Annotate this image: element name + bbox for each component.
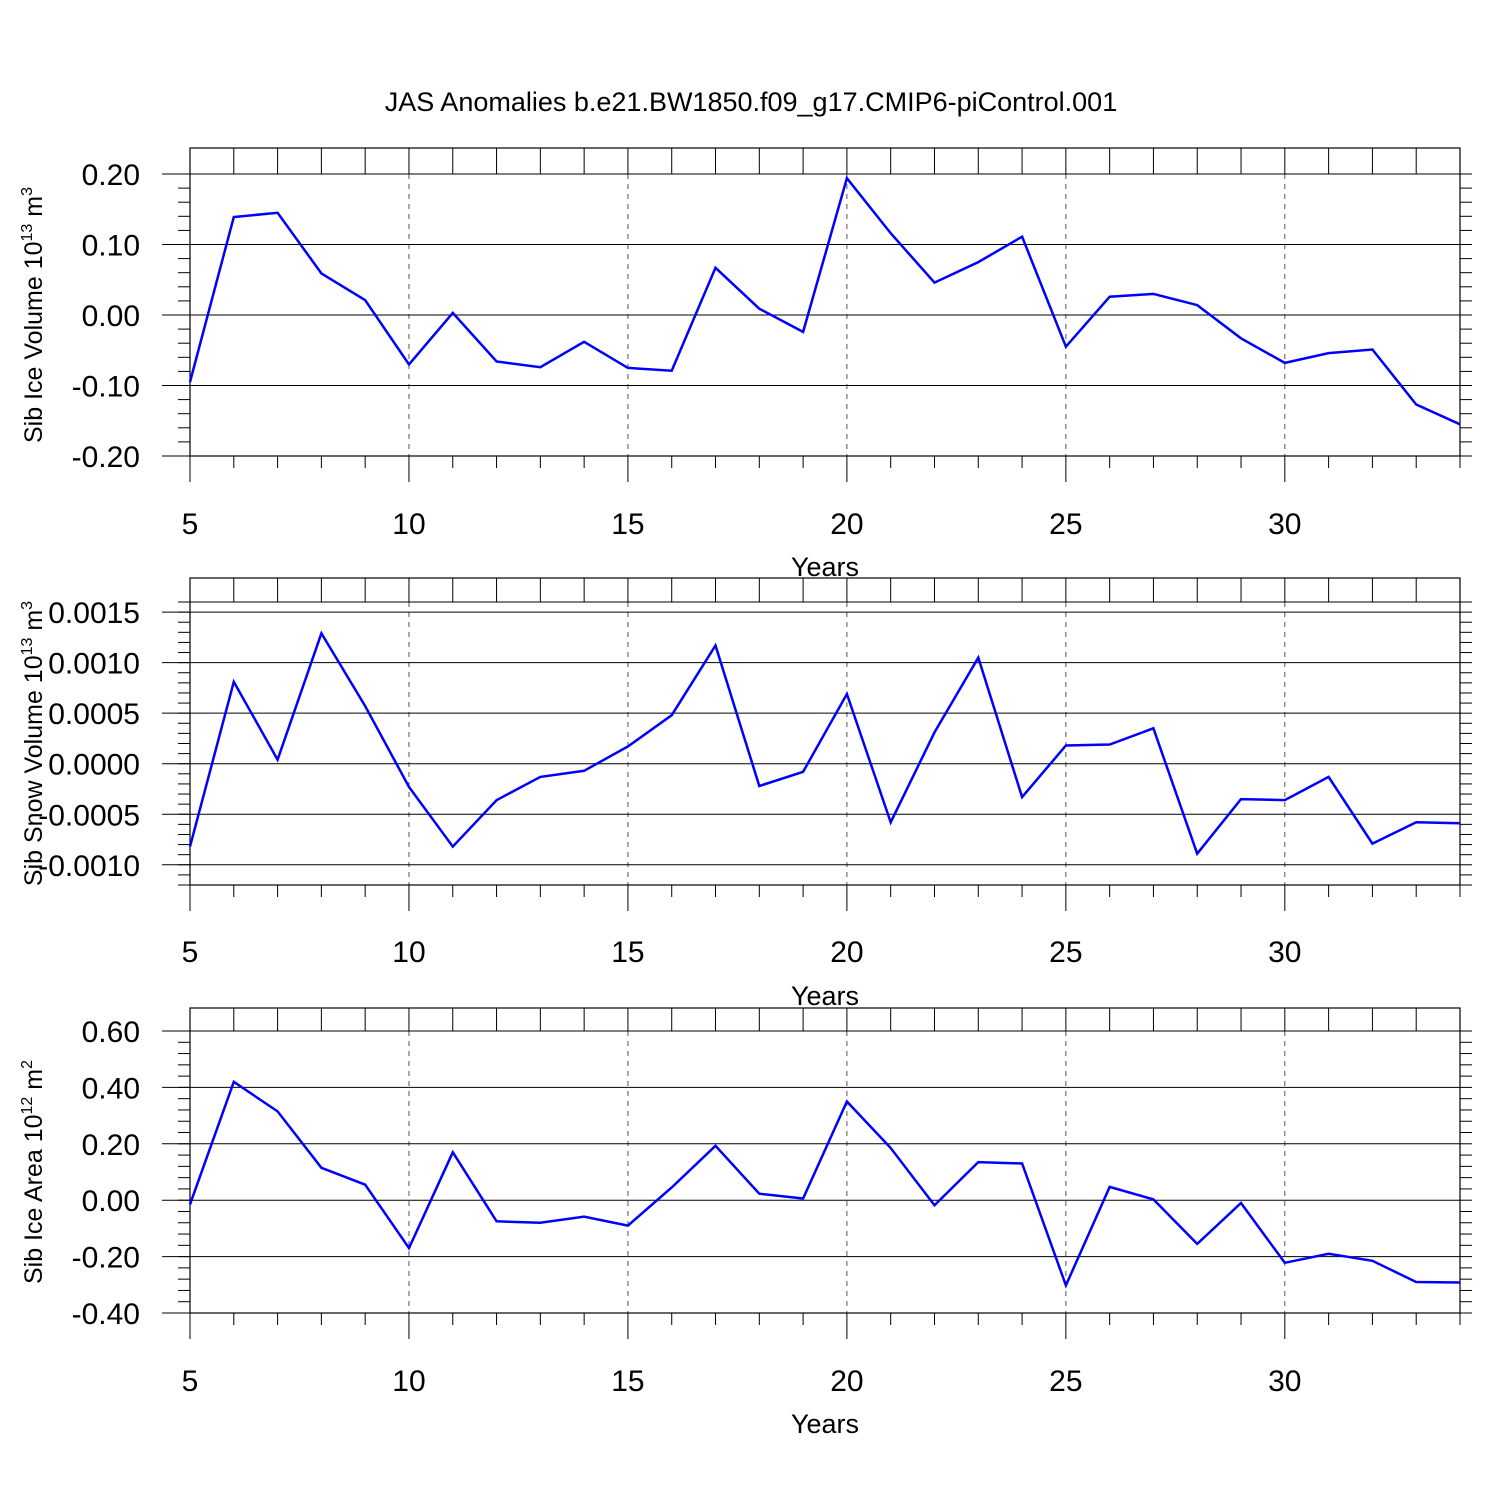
series-line: [188, 630, 1461, 857]
x-tick-label: 10: [392, 1365, 425, 1398]
x-tick-label: 30: [1268, 508, 1301, 541]
x-tick-label: 15: [611, 1365, 644, 1398]
x-tick-label: 20: [830, 936, 863, 969]
y-tick-label: 0.00: [82, 300, 140, 333]
y-axis-title: Sib Ice Area 1012 m2: [19, 1060, 48, 1284]
x-axis-title: Years: [791, 552, 859, 582]
x-tick-label: 5: [182, 1365, 199, 1398]
y-tick-label: 0.20: [82, 159, 140, 192]
x-axis-title: Years: [791, 981, 859, 1011]
y-tick-label: -0.0005: [38, 799, 140, 832]
y-tick-label: 0.0005: [48, 698, 140, 731]
x-tick-label: 25: [1049, 1365, 1082, 1398]
x-tick-label: 15: [611, 508, 644, 541]
y-tick-label: -0.20: [72, 441, 140, 474]
x-tick-label: 20: [830, 1365, 863, 1398]
y-tick-label: 0.60: [82, 1016, 140, 1049]
plot-frame: [189, 1007, 1461, 1314]
x-tick-label: 20: [830, 508, 863, 541]
series-line: [188, 1079, 1461, 1289]
y-tick-label: 0.00: [82, 1185, 140, 1218]
plot-frame: [189, 147, 1461, 457]
series-line: [188, 175, 1461, 426]
chart-title: JAS Anomalies b.e21.BW1850.f09_g17.CMIP6…: [385, 87, 1117, 117]
x-tick-label: 25: [1049, 936, 1082, 969]
x-tick-label: 30: [1268, 1365, 1301, 1398]
panel-ice-area: -0.40 -0.20 0.00 0.20 0.40 0.60 5 10 15 20 25 30 Yea…: [19, 1007, 1472, 1439]
y-tick-label: -0.20: [72, 1242, 140, 1275]
y-tick-label: -0.10: [72, 371, 140, 404]
x-tick-label: 30: [1268, 936, 1301, 969]
y-tick-label: 0.0010: [48, 648, 140, 681]
y-tick-label: -0.40: [72, 1298, 140, 1331]
y-tick-label: 0.40: [82, 1072, 140, 1105]
y-tick-label: -0.0010: [38, 850, 140, 883]
panel-snow-volume: -0.0010 -0.0005 0.0000 0.0005 0.0010 0.0015 5 1…: [19, 577, 1472, 1011]
x-tick-label: 10: [392, 936, 425, 969]
plot-frame: [189, 577, 1461, 886]
x-tick-label: 15: [611, 936, 644, 969]
x-tick-label: 10: [392, 508, 425, 541]
x-axis-title: Years: [791, 1409, 859, 1439]
x-tick-label: 25: [1049, 508, 1082, 541]
y-axis-title: Sib Snow Volume 1013 m3: [19, 601, 48, 886]
y-tick-label: 0.0015: [48, 597, 140, 630]
y-axis-title: Sib Ice Volume 1013 m3: [19, 187, 48, 443]
y-tick-label: 0.0000: [48, 749, 140, 782]
x-tick-label: 5: [182, 936, 199, 969]
panel-ice-volume: -0.20 -0.10 0.00 0.10 0.20 5 10 15 20 25 30 Years Si…: [19, 147, 1472, 582]
y-tick-label: 0.20: [82, 1129, 140, 1162]
x-tick-label: 5: [182, 508, 199, 541]
y-tick-label: 0.10: [82, 230, 140, 263]
